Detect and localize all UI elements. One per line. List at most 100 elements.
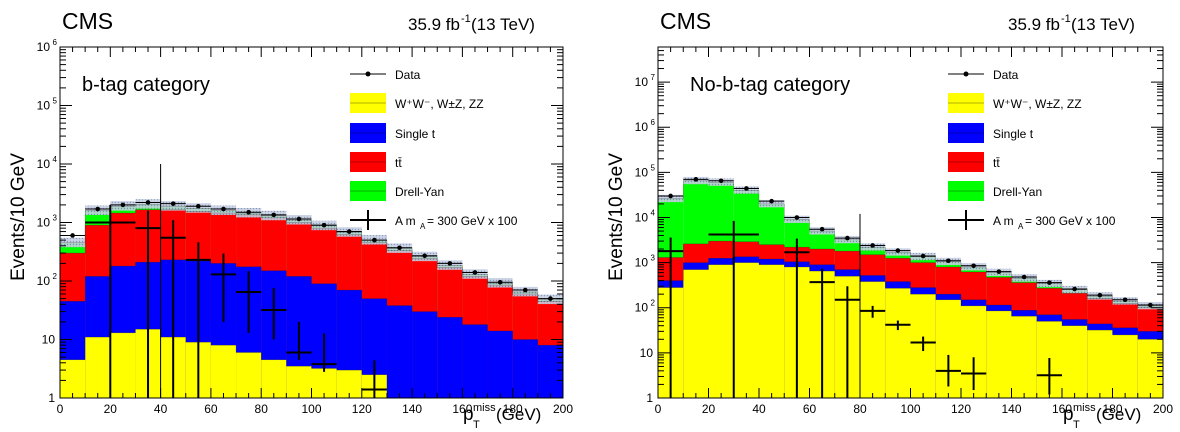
data-point <box>1047 280 1052 285</box>
data-point <box>120 202 126 208</box>
data-point <box>744 186 749 191</box>
x-tick-label: 0 <box>57 402 64 416</box>
signal-points <box>85 204 387 398</box>
data-points <box>658 177 1163 308</box>
data-point <box>693 177 699 182</box>
outline-ttbar <box>658 240 1163 308</box>
legend-label-dy: Drell-Yan <box>395 185 444 199</box>
y-tick-exponent: 4 <box>53 155 58 164</box>
x-axis-sub: T <box>1073 419 1080 431</box>
lumi-exponent: -1 <box>461 13 471 25</box>
x-tick-label: 160 <box>1052 402 1072 416</box>
bar-single_t <box>537 345 563 398</box>
y-tick-label: 10 <box>640 346 654 360</box>
legend-label-single_t: Single t <box>993 127 1034 141</box>
energy-label: (13 TeV) <box>471 15 535 34</box>
bar-single_t <box>386 305 413 398</box>
data-point <box>718 178 724 184</box>
legend-label-signal-rest: = 300 GeV x 100 <box>427 214 518 228</box>
y-tick-label: 10 <box>635 210 649 224</box>
y-tick-label: 10 <box>37 274 51 288</box>
y-tick-label: 10 <box>635 301 649 315</box>
data-point <box>794 215 800 220</box>
legend-label-ttbar: tt̄ <box>395 156 402 170</box>
legend-label-signal: A m <box>395 214 416 228</box>
bar-diboson <box>60 359 86 398</box>
data-point <box>1148 302 1153 308</box>
x-tick-label: 140 <box>402 402 422 416</box>
legend-label-signal-sub: A <box>1018 222 1024 231</box>
y-axis-label: Events/10 GeV <box>8 153 29 281</box>
bar-diboson <box>733 262 759 398</box>
data-point <box>296 216 302 222</box>
bar-diboson <box>1011 316 1037 398</box>
data-point <box>170 201 176 206</box>
x-tick-label: 80 <box>853 402 867 416</box>
y-tick-label: 10 <box>635 75 649 89</box>
bar-diboson <box>708 264 734 398</box>
experiment-label: CMS <box>62 8 113 34</box>
data-point <box>246 209 251 215</box>
legend-label-data: Data <box>993 68 1019 82</box>
lumi-label: 35.9 fb <box>408 15 460 34</box>
bar-diboson <box>986 310 1012 398</box>
y-tick-label: 10 <box>37 99 51 113</box>
data-point <box>996 269 1002 274</box>
lumi-label: 35.9 fb <box>1008 15 1060 34</box>
x-tick-label: 200 <box>553 402 573 416</box>
uncertainty-band <box>60 237 86 248</box>
outline-single_t <box>658 256 1163 332</box>
x-tick-label: 140 <box>1001 402 1021 416</box>
y-tick-label: 1 <box>48 391 55 405</box>
x-axis-unit: (GeV) <box>496 405 541 424</box>
y-tick-exponent: 7 <box>651 73 656 82</box>
data-point <box>346 229 352 234</box>
legend-label-dy: Drell-Yan <box>993 185 1042 199</box>
legend-label-diboson: W⁺W⁻, W±Z, ZZ <box>993 97 1082 111</box>
stack-bars <box>658 176 1163 398</box>
data-point <box>472 270 478 275</box>
y-tick-exponent: 5 <box>651 163 656 172</box>
data-point <box>1021 274 1027 280</box>
bar-diboson <box>1112 334 1138 398</box>
data-point <box>668 193 673 199</box>
legend-data-dot <box>365 71 371 77</box>
x-axis-sup: miss <box>1073 402 1096 414</box>
x-axis-sup: miss <box>473 402 496 414</box>
data-point <box>372 237 377 243</box>
bar-diboson <box>110 332 136 398</box>
y-axis-label: Events/10 GeV <box>606 153 627 281</box>
x-axis-label: p <box>1063 404 1074 425</box>
x-tick-label: 200 <box>1153 402 1173 416</box>
data-point <box>397 245 402 251</box>
bar-diboson <box>286 366 312 398</box>
data-point <box>271 212 277 218</box>
x-axis-unit: (GeV) <box>1096 405 1141 424</box>
energy-label: (13 TeV) <box>1071 15 1135 34</box>
data-point <box>1097 292 1103 298</box>
x-tick-label: 120 <box>352 402 372 416</box>
bar-diboson <box>759 264 785 398</box>
bar-single_t <box>412 311 438 398</box>
experiment-label: CMS <box>660 8 711 34</box>
legend-data-dot <box>963 71 969 77</box>
data-point <box>497 280 503 285</box>
category-label: No-b-tag category <box>690 74 850 96</box>
legend-label-signal-sub: A <box>420 222 426 231</box>
data-point <box>196 203 201 209</box>
bar-diboson <box>236 352 262 398</box>
x-tick-label: 100 <box>301 402 321 416</box>
bar-diboson <box>1062 325 1088 398</box>
bar-diboson <box>210 345 237 398</box>
data-point <box>70 233 75 238</box>
data-point <box>447 261 453 266</box>
x-tick-label: 180 <box>1102 402 1122 416</box>
legend: Data W⁺W⁻, W±Z, ZZ Single t tt̄ Drell-Yan A m… <box>350 68 518 231</box>
y-tick-label: 10 <box>37 40 51 54</box>
y-tick-exponent: 2 <box>651 299 656 308</box>
data-point <box>321 222 327 228</box>
data-point <box>548 296 553 301</box>
data-point <box>870 243 875 248</box>
y-tick-exponent: 2 <box>53 272 58 281</box>
